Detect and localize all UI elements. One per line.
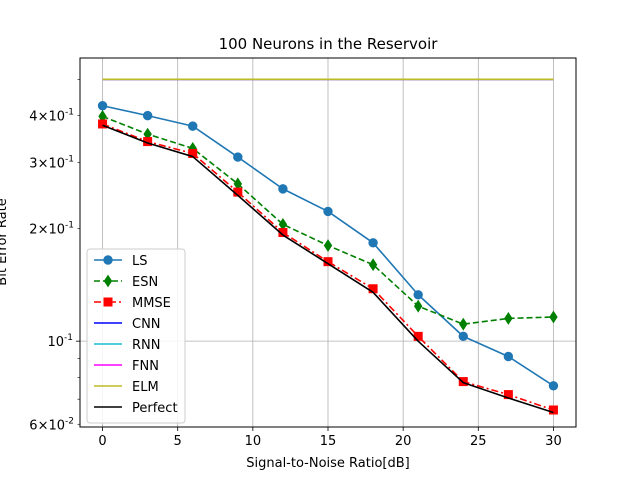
data-point-esn [459, 317, 468, 331]
x-tick-label: 20 [395, 434, 412, 449]
y-axis: 10-1 6×10-2 2×10-1 3×10-1 4×10-1 [29, 79, 80, 433]
series-perfect [102, 124, 554, 414]
legend-item-fnn: FNN [94, 359, 159, 374]
data-point-ls [142, 110, 153, 121]
legend-item-elm: ELM [94, 380, 159, 395]
x-axis-label: Signal-to-Noise Ratio[dB] [246, 456, 410, 471]
y-tick-label: 10-1 [47, 333, 73, 350]
data-point-esn [549, 310, 558, 324]
legend-label-rnn: RNN [132, 338, 160, 353]
legend-label-perfect: Perfect [132, 401, 178, 416]
series-line-perfect [102, 124, 554, 414]
plot-area [97, 78, 559, 415]
legend-label-fnn: FNN [132, 359, 159, 374]
legend-label-elm: ELM [132, 380, 159, 395]
legend-item-cnn: CNN [94, 317, 161, 332]
data-point-ls [548, 381, 559, 391]
data-point-ls [97, 101, 108, 111]
y-axis-label: Bit Error Rate [0, 198, 10, 285]
data-point-ls [323, 206, 333, 217]
legend-label-esn: ESN [132, 275, 158, 290]
data-point-esn [504, 312, 513, 325]
data-point-esn [413, 299, 423, 313]
x-tick-label: 30 [545, 434, 562, 449]
legend-marker-mmse [103, 297, 113, 307]
y-tick-label: 2×10-1 [29, 220, 74, 237]
data-point-ls [278, 184, 288, 194]
data-point-mmse [98, 119, 108, 129]
data-point-ls [233, 152, 243, 162]
legend-label-mmse: MMSE [132, 296, 171, 311]
series-ls [97, 101, 559, 391]
x-axis: 0 5 10 15 20 25 30 [98, 427, 562, 449]
y-tick-label: 3×10-1 [29, 154, 74, 171]
legend-item-rnn: RNN [94, 338, 160, 353]
data-point-ls [413, 290, 423, 300]
legend-box [86, 248, 186, 424]
chart-title: 100 Neurons in the Reservoir [219, 35, 439, 53]
legend-label-ls: LS [132, 254, 148, 269]
x-tick-label: 10 [245, 434, 262, 449]
legend-marker-esn [103, 274, 113, 288]
series-line-mmse [102, 123, 554, 411]
legend-item-esn: ESN [94, 274, 158, 290]
series-esn [98, 110, 558, 331]
legend-marker-ls [103, 255, 113, 265]
legend-item-ls: LS [94, 254, 148, 269]
legend: LS ESN MMSE CNN RNN FNN ELM Perfect [86, 248, 186, 424]
legend-item-perfect: Perfect [94, 401, 178, 416]
legend-label-cnn: CNN [132, 317, 161, 332]
y-tick-label: 4×10-1 [29, 108, 74, 125]
x-tick-label: 25 [470, 434, 487, 449]
y-tick-label: 6×10-2 [29, 416, 74, 433]
x-tick-label: 5 [174, 434, 182, 449]
data-point-mmse [548, 405, 558, 415]
x-tick-label: 15 [320, 434, 337, 449]
data-point-ls [503, 351, 514, 362]
data-point-esn [323, 239, 333, 252]
data-point-ls [458, 331, 468, 342]
x-tick-label: 0 [98, 434, 106, 449]
data-point-ls [188, 121, 198, 131]
data-point-esn [368, 258, 378, 272]
data-point-ls [368, 238, 378, 248]
legend-item-mmse: MMSE [94, 296, 171, 311]
